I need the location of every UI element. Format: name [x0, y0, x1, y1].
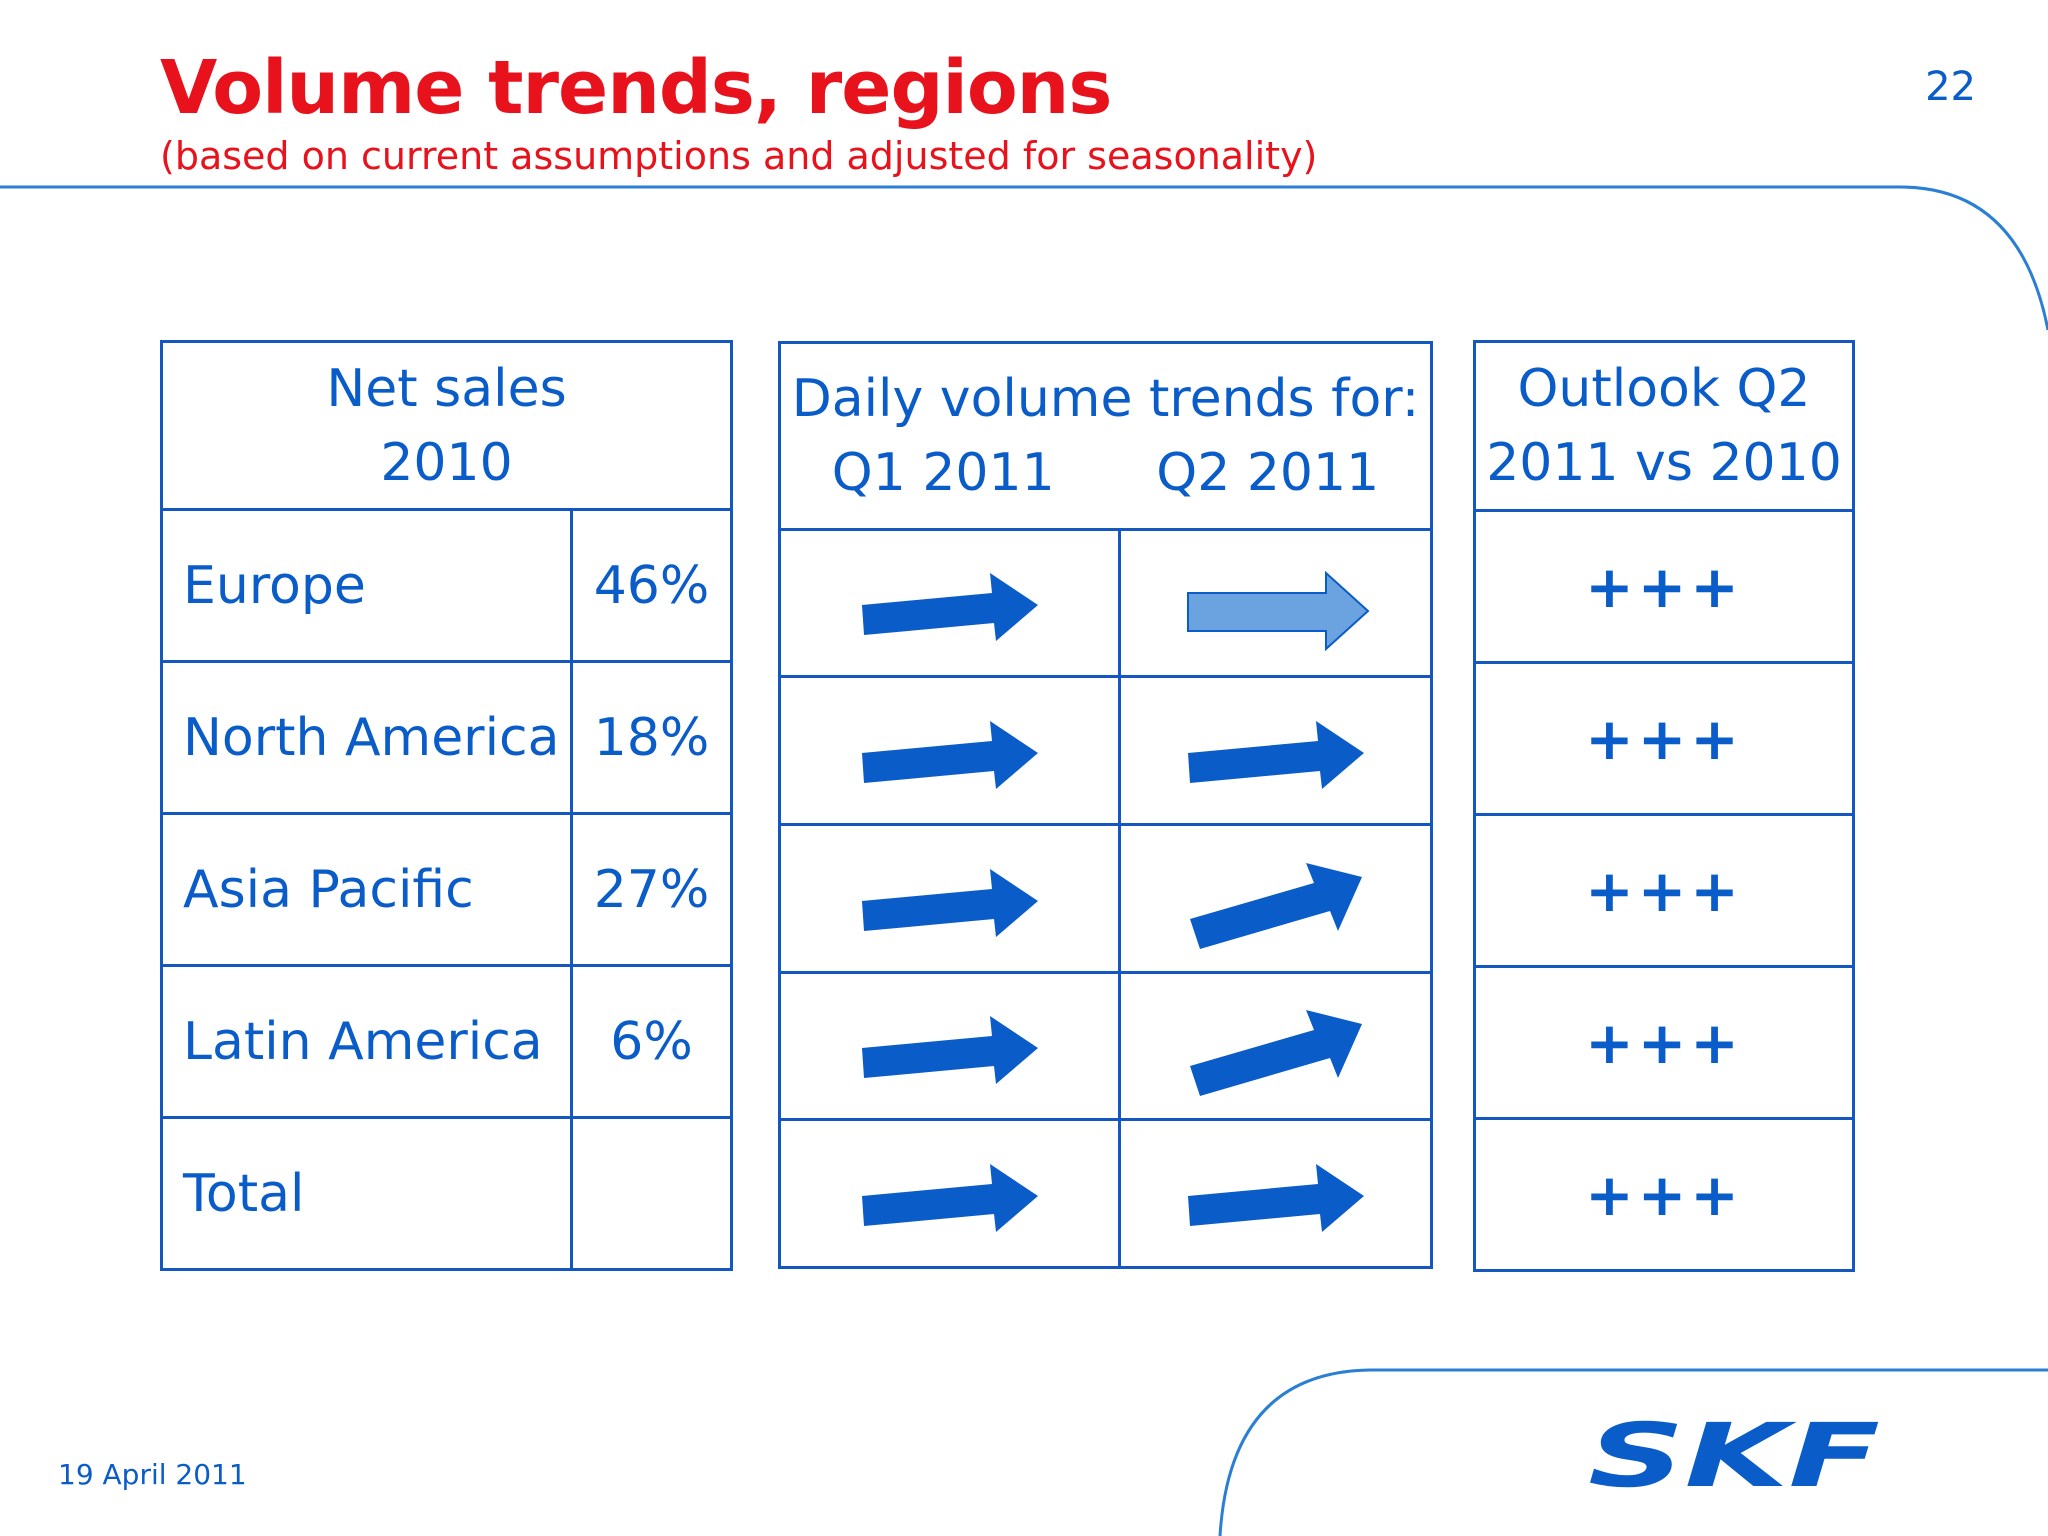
- trend-cell-q2: [1118, 528, 1433, 678]
- outlook-header-line2: 2011 vs 2010: [1486, 433, 1842, 493]
- outlook-value: +++: [1473, 1117, 1855, 1272]
- volume-trends-header: Daily volume trends for: Q1 2011 Q2 2011: [778, 341, 1433, 531]
- trend-arrow-icon: [861, 868, 1038, 937]
- arrow-shape: [861, 720, 1038, 789]
- page-title: Volume trends, regions: [160, 45, 1112, 131]
- outlook-value: +++: [1473, 661, 1855, 816]
- trend-cell-q2: [1118, 1118, 1433, 1269]
- outlook-value: +++: [1473, 965, 1855, 1120]
- region-label: North America: [160, 660, 573, 815]
- region-share: 46%: [569, 508, 734, 663]
- volume-trends-header-line1: Daily volume trends for:: [791, 369, 1420, 429]
- trend-cell-q1: [778, 971, 1121, 1121]
- net-sales-header: Net sales 2010: [159, 340, 734, 511]
- region-share: [569, 1116, 734, 1271]
- trend-cell-q2: [1118, 823, 1433, 974]
- outlook-header: Outlook Q2 2011 vs 2010: [1473, 340, 1855, 512]
- skf-logo-text: SKF: [1588, 1416, 1880, 1496]
- trend-arrow-icon: [861, 1163, 1038, 1232]
- region-share: 18%: [569, 660, 734, 815]
- net-sales-header-line1: Net sales: [326, 358, 567, 419]
- footer-date: 19 April 2011: [58, 1458, 247, 1491]
- trend-arrow-icon: [1189, 862, 1362, 949]
- region-label: Asia Pacific: [160, 812, 573, 967]
- arrow-shape: [861, 1163, 1038, 1232]
- arrow-shape: [1186, 570, 1369, 652]
- column-label-q1: Q1 2011: [831, 443, 1055, 503]
- trend-cell-q1: [778, 1118, 1121, 1269]
- trend-arrow-icon: [1186, 570, 1369, 652]
- outlook-value: +++: [1473, 509, 1855, 664]
- outlook-value: +++: [1473, 813, 1855, 968]
- page-subtitle: (based on current assumptions and adjust…: [160, 134, 1318, 178]
- trend-arrow-icon: [861, 573, 1038, 641]
- volume-trends-table: Daily volume trends for: Q1 2011 Q2 2011: [778, 341, 1433, 1269]
- arrow-shape: [1189, 1010, 1362, 1096]
- arrow-shape: [861, 1016, 1038, 1084]
- trend-arrow-icon: [1187, 1163, 1364, 1232]
- region-share: 6%: [569, 964, 734, 1119]
- trend-cell-q1: [778, 675, 1121, 826]
- page-number: 22: [1925, 64, 1976, 110]
- arrow-shape: [1187, 1163, 1364, 1232]
- trend-cell-q2: [1118, 971, 1433, 1121]
- net-sales-table: Net sales 2010 Europe 46% North America …: [159, 340, 734, 1271]
- region-share: 27%: [569, 812, 734, 967]
- arrow-shape: [861, 868, 1038, 937]
- trend-cell-q1: [778, 528, 1121, 678]
- trend-arrow-icon: [1189, 1010, 1362, 1096]
- net-sales-header-line2: 2010: [380, 432, 513, 493]
- outlook-table: Outlook Q2 2011 vs 2010 +++ +++ +++ +++ …: [1473, 340, 1855, 1272]
- region-label: Latin America: [160, 964, 573, 1119]
- column-label-q2: Q2 2011: [1156, 443, 1380, 503]
- arrow-shape: [1187, 720, 1364, 789]
- arrow-shape: [1189, 862, 1362, 949]
- outlook-header-line1: Outlook Q2: [1517, 359, 1811, 419]
- region-label: Total: [160, 1116, 573, 1271]
- trend-arrow-icon: [861, 720, 1038, 789]
- region-label: Europe: [160, 508, 573, 663]
- trend-arrow-icon: [1187, 720, 1364, 789]
- trend-arrow-icon: [861, 1016, 1038, 1084]
- trend-cell-q2: [1118, 675, 1433, 826]
- trend-cell-q1: [778, 823, 1121, 974]
- skf-logo: SKF: [1588, 1416, 1880, 1496]
- arrow-shape: [861, 573, 1038, 641]
